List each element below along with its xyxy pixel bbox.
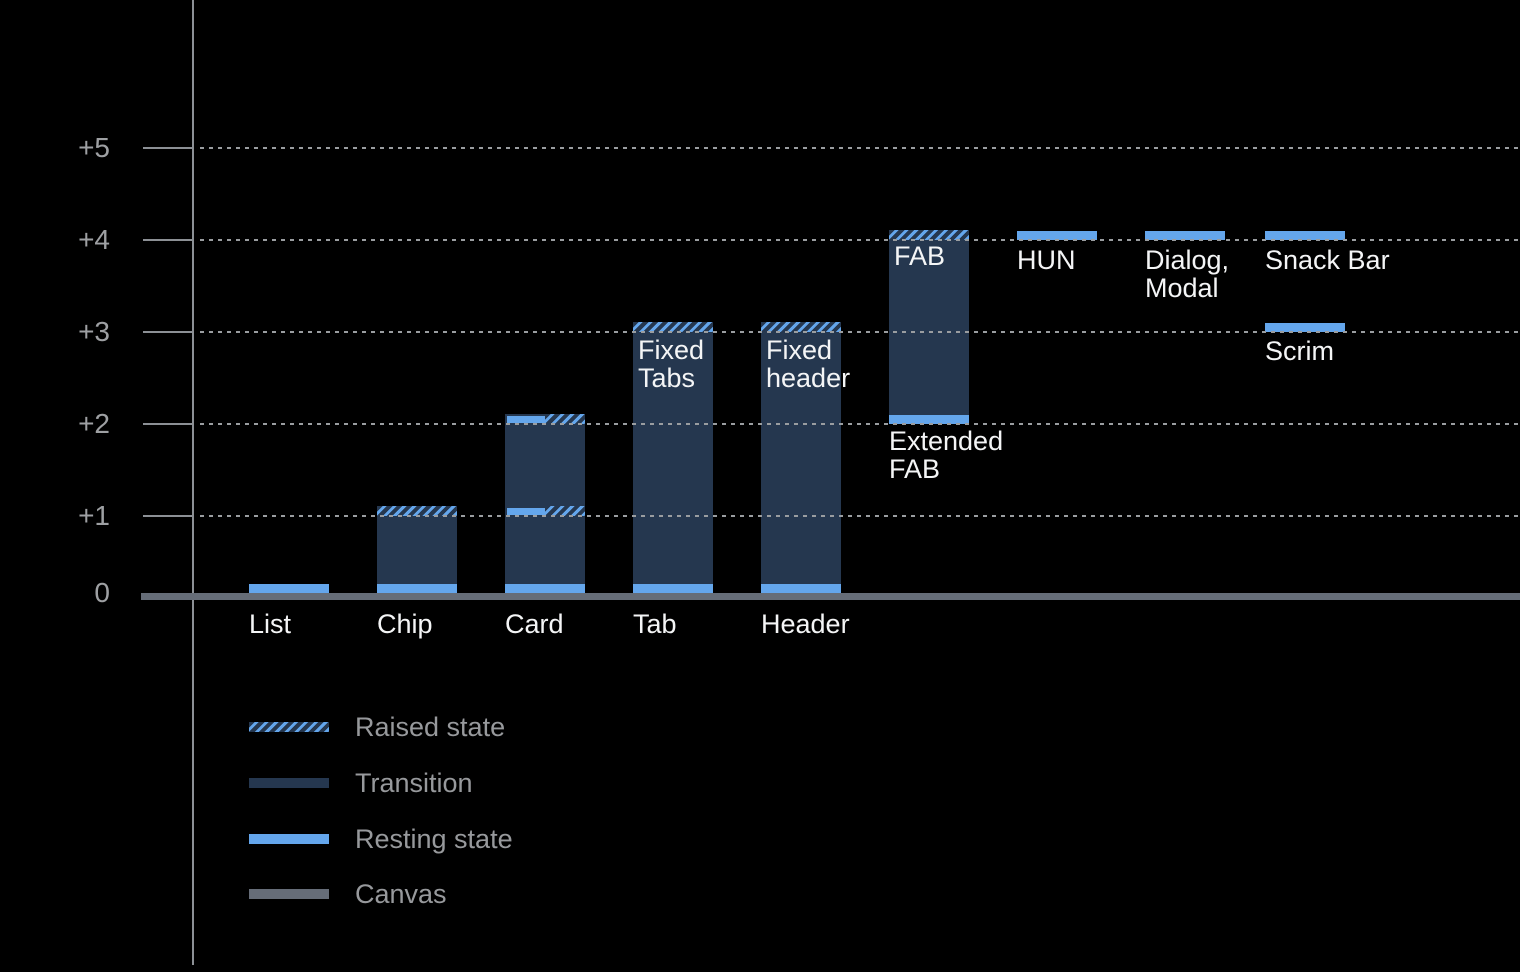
legend-label-raised-state: Raised state [355,711,506,742]
canvas-baseline [141,593,1520,600]
gridline-2 [200,423,1520,425]
resting-half [507,416,545,423]
bar-tab-transition [633,332,713,584]
legend-label-transition: Transition [355,767,473,798]
bar-tab-raised [633,322,713,332]
inbar-label-tab: Fixed Tabs [638,335,705,393]
inbar-label-header: Fixed header [766,335,851,393]
resting-state-swatch [249,834,329,844]
y-tick-2 [143,423,193,425]
bar-list-resting [249,584,329,593]
bar-label-header: Header [761,609,850,639]
bar-label-scrim: Scrim [1265,336,1334,366]
bar-label-hun: HUN [1017,245,1076,275]
bar-label-dialog-modal: Dialog, Modal [1145,245,1230,303]
ytick-label-2: +2 [78,408,110,439]
bar-card-resting-raised-band [505,506,585,516]
bar-header-transition [761,332,841,584]
ytick-label-1: +1 [78,500,110,531]
raised-state-swatch [249,722,329,732]
y-tick-5 [143,147,193,149]
gridline-4 [200,239,1520,241]
bar-label-list: List [249,609,292,639]
bar-label-snack-bar: Snack Bar [1265,245,1390,275]
bar-chip-transition [377,516,457,584]
y-axis-line [192,0,194,965]
bar-card-resting [505,584,585,593]
bar-hun-resting [1017,231,1097,240]
bar-label-tab: Tab [633,609,677,639]
inbar-label-fab-extended-fab: FAB [894,241,946,271]
bar-chip-resting [377,584,457,593]
ytick-label-5: +5 [78,132,110,163]
bar-card-transition [505,424,585,584]
y-tick-4 [143,239,193,241]
bar-card-resting-raised-band [505,414,585,424]
bar-header-resting [761,584,841,593]
legend-label-canvas: Canvas [355,878,447,909]
bar-label-fab-extended-fab: Extended FAB [889,426,1004,484]
y-tick-1 [143,515,193,517]
bar-snack-bar-resting [1265,231,1345,240]
transition-swatch [249,778,329,788]
bar-chip-raised [377,506,457,516]
gridline-5 [200,147,1520,149]
gridline-3 [200,331,1520,333]
ytick-label-4: +4 [78,224,110,255]
bar-fab-extended-fab-transition [889,240,969,415]
ytick-label-3: +3 [78,316,110,347]
legend-item-transition: Transition [249,767,473,798]
gridline-1 [200,515,1520,517]
bar-scrim-resting [1265,323,1345,332]
legend-label-resting-state: Resting state [355,823,513,854]
legend-item-resting-state: Resting state [249,823,513,854]
raised-half [545,506,585,516]
bar-label-chip: Chip [377,609,433,639]
y-tick-3 [143,331,193,333]
canvas-swatch [249,889,329,899]
ytick-label-0: 0 [94,577,110,608]
bar-header-raised [761,322,841,332]
legend-item-raised-state: Raised state [249,711,506,742]
legend-item-canvas: Canvas [249,878,447,909]
bar-label-card: Card [505,609,564,639]
bar-fab-extended-fab-resting [889,415,969,424]
resting-half [507,508,545,515]
bar-tab-resting [633,584,713,593]
bar-fab-extended-fab-raised [889,230,969,240]
bar-dialog-modal-resting [1145,231,1225,240]
raised-half [545,414,585,424]
